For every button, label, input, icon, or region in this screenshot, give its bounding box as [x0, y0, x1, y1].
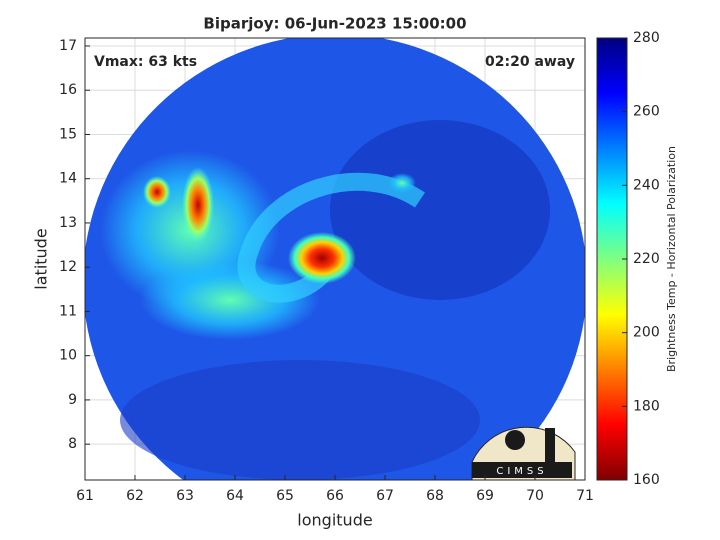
x-axis-label: longitude — [297, 511, 372, 530]
x-tick-label: 69 — [476, 488, 494, 504]
y-tick-label: 12 — [59, 259, 77, 275]
x-tick-label: 67 — [376, 488, 394, 504]
chart-title: Biparjoy: 06-Jun-2023 15:00:00 — [203, 15, 466, 33]
colorbar-label: Brightness Temp - Horizontal Polarizatio… — [665, 146, 678, 372]
x-tick-label: 70 — [526, 488, 544, 504]
y-tick-label: 17 — [59, 38, 77, 54]
y-axis-label: latitude — [32, 228, 51, 289]
x-tick-label: 66 — [326, 488, 344, 504]
y-tick-label: 9 — [68, 392, 77, 408]
colorbar-tick-label: 160 — [633, 472, 660, 488]
satellite-image — [85, 38, 585, 480]
y-tick-label: 11 — [59, 303, 77, 319]
y-tick-label: 13 — [59, 215, 77, 231]
colorbar-tick-label: 200 — [633, 325, 660, 341]
colorbar-tick-label: 220 — [633, 251, 660, 267]
x-tick-label: 63 — [176, 488, 194, 504]
annotation: Vmax: 63 kts — [94, 54, 197, 70]
x-tick-label: 65 — [276, 488, 294, 504]
y-tick-label: 8 — [68, 436, 77, 452]
colorbar-tick-label: 180 — [633, 398, 660, 414]
y-tick-label: 15 — [59, 126, 77, 142]
y-tick-label: 16 — [59, 82, 77, 98]
y-tick-label: 10 — [59, 348, 77, 364]
x-tick-label: 64 — [226, 488, 244, 504]
colorbar-tick-label: 280 — [633, 30, 660, 46]
logo-text: CIMSS — [496, 466, 547, 477]
x-tick-label: 68 — [426, 488, 444, 504]
colorbar-tick-label: 240 — [633, 177, 660, 193]
y-tick-label: 14 — [59, 171, 77, 187]
x-tick-label: 62 — [126, 488, 144, 504]
logo: CIMSS — [471, 426, 576, 481]
annotation: 02:20 away — [485, 54, 575, 70]
x-tick-label: 61 — [76, 488, 94, 504]
x-tick-label: 71 — [576, 488, 594, 504]
colorbar-tick-label: 260 — [633, 104, 660, 120]
